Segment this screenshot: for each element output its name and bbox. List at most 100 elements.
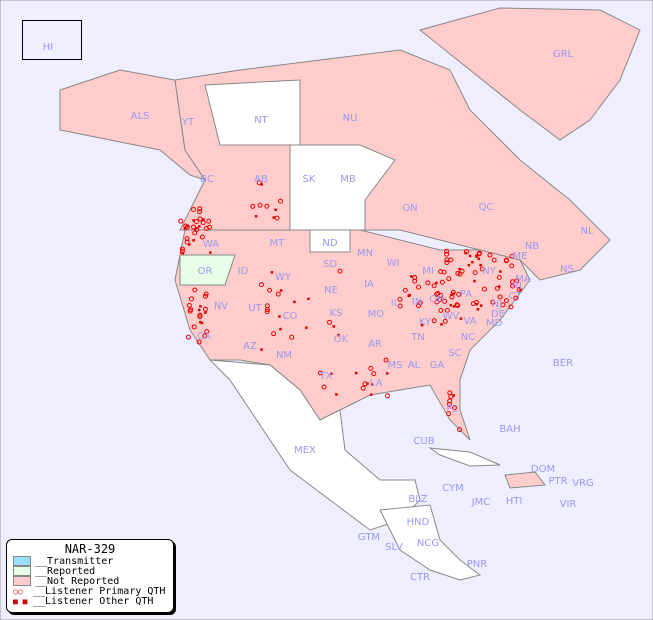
listener-primary-qth-marker xyxy=(264,309,270,315)
listener-other-qth-marker xyxy=(204,311,207,314)
listener-primary-qth-marker xyxy=(491,257,497,263)
listener-primary-qth-marker xyxy=(444,248,450,254)
region-label-id: ID xyxy=(238,266,249,277)
region-label-va: VA xyxy=(463,316,476,327)
listener-primary-qth-marker xyxy=(257,202,263,208)
region-label-sk: SK xyxy=(303,174,316,185)
legend: NAR-329 __Transmitter __Reported __Not R… xyxy=(6,539,174,613)
listener-other-qth-marker xyxy=(260,348,263,351)
region-label-ut: UT xyxy=(248,303,262,314)
legend-reported: __Reported xyxy=(35,565,96,577)
listener-primary-qth-marker xyxy=(446,401,452,407)
listener-other-qth-marker xyxy=(332,325,335,328)
listener-other-qth-marker xyxy=(186,224,189,228)
listener-primary-qth-marker xyxy=(459,268,465,274)
listener-primary-qth-marker xyxy=(416,303,422,309)
listener-primary-qth-marker xyxy=(202,306,208,312)
listener-primary-qth-marker xyxy=(178,218,184,224)
listener-primary-qth-marker xyxy=(447,398,453,404)
legend-transmitter: __Transmitter xyxy=(35,555,114,567)
listener-other-qth-marker xyxy=(420,323,424,327)
region-label-nc: NC xyxy=(461,332,475,343)
region-label-il: IL xyxy=(391,298,400,309)
listener-primary-qth-marker xyxy=(446,411,452,417)
region-label-or: OR xyxy=(198,266,213,277)
listener-other-qth-marker xyxy=(209,251,212,254)
region-hispaniola xyxy=(504,471,546,489)
listener-other-qth-marker xyxy=(408,293,411,297)
region-label-nl: NL xyxy=(580,226,593,237)
region-nt-unreported xyxy=(204,79,301,146)
listener-primary-qth-marker xyxy=(513,295,519,301)
listener-other-qth-marker xyxy=(452,305,456,308)
listener-other-qth-marker xyxy=(366,382,369,385)
region-label-bc: BC xyxy=(200,174,214,185)
listener-other-qth-marker xyxy=(476,308,480,311)
listener-other-qth-marker xyxy=(519,288,522,291)
hawaii-inset xyxy=(22,20,82,60)
listener-primary-qth-marker xyxy=(193,219,199,225)
listener-primary-qth-marker xyxy=(452,405,458,411)
listener-primary-qth-marker xyxy=(431,283,437,289)
listener-primary-qth-marker xyxy=(271,331,277,337)
region-label-ri: RI xyxy=(512,281,522,292)
listener-primary-qth-marker xyxy=(192,230,198,236)
region-label-hi: HI xyxy=(43,42,53,53)
region-label-nu: NU xyxy=(343,113,358,124)
listener-primary-qth-marker xyxy=(441,269,447,275)
listener-primary-qth-marker xyxy=(435,291,441,297)
listener-primary-qth-marker xyxy=(425,280,431,286)
listener-other-qth-marker xyxy=(200,321,204,325)
listener-primary-qth-marker xyxy=(188,307,194,313)
listener-other-qth-marker xyxy=(329,372,333,375)
listener-primary-qth-marker xyxy=(250,203,256,209)
region-label-gtm: GTM xyxy=(358,532,380,543)
region-label-ne: NE xyxy=(324,285,338,296)
listener-primary-qth-marker xyxy=(202,333,208,339)
listener-primary-qth-marker xyxy=(402,287,408,293)
listener-primary-qth-marker xyxy=(264,203,270,209)
region-greenland xyxy=(418,7,641,141)
listener-other-qth-marker xyxy=(278,315,281,318)
region-label-ok: OK xyxy=(334,334,349,345)
listener-primary-qth-marker xyxy=(476,251,482,257)
listener-primary-qth-marker xyxy=(321,384,327,390)
listener-primary-qth-marker xyxy=(204,329,210,335)
listener-primary-qth-marker xyxy=(337,268,343,274)
listener-primary-qth-marker xyxy=(446,276,452,282)
listener-other-qth-marker xyxy=(473,279,476,283)
region-label-ar: AR xyxy=(368,339,382,350)
listener-primary-qth-marker xyxy=(184,239,190,245)
listener-other-qth-marker xyxy=(440,323,443,326)
listener-other-qth-marker xyxy=(335,393,338,396)
region-label-al: AL xyxy=(408,360,421,371)
region-label-ab: AB xyxy=(254,174,268,185)
region-label-az: AZ xyxy=(243,341,257,352)
listener-primary-qth-marker xyxy=(264,307,270,313)
region-label-wv: WV xyxy=(443,311,460,322)
legend-primary-qth: __Listener Primary QTH xyxy=(33,585,166,597)
region-label-on: ON xyxy=(402,203,417,214)
listener-primary-qth-marker xyxy=(368,365,374,371)
region-nd-unreported xyxy=(309,229,351,253)
region-label-hti: HTI xyxy=(506,496,523,507)
listener-other-qth-marker xyxy=(452,394,455,397)
region-label-slv: SLV xyxy=(385,542,403,553)
region-label-wy: WY xyxy=(275,272,292,283)
listener-primary-qth-marker xyxy=(179,248,185,254)
listener-primary-qth-marker xyxy=(508,304,514,310)
listener-other-qth-marker xyxy=(337,333,340,337)
listener-other-qth-marker xyxy=(475,302,479,306)
region-label-oh: OH xyxy=(429,294,444,305)
region-label-la: LA xyxy=(370,378,383,389)
region-cuba xyxy=(428,447,501,467)
listener-primary-qth-marker xyxy=(196,339,202,345)
region-label-tn: TN xyxy=(410,332,425,343)
region-label-blz: BLZ xyxy=(408,494,427,505)
listener-other-qth-marker xyxy=(458,267,461,271)
listener-other-qth-marker xyxy=(272,216,276,219)
region-label-de: DE xyxy=(491,309,505,320)
listener-other-qth-marker xyxy=(354,371,358,375)
listener-other-qth-marker xyxy=(479,304,483,307)
listener-primary-qth-marker xyxy=(509,253,515,259)
